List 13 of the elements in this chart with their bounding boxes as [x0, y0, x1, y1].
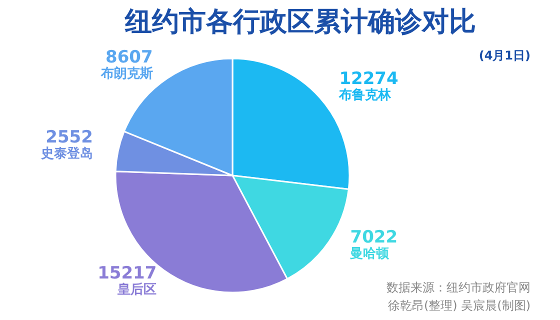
- slice-label: 布朗克斯: [100, 66, 153, 82]
- data-label: 15217: [98, 264, 157, 284]
- slice-label: 曼哈顿: [349, 246, 390, 262]
- text: 徐乾昂(整理) 吴宸晨(制图): [388, 298, 531, 312]
- chart-title: 纽约市各行政区累计确诊对比: [124, 6, 476, 38]
- data-label: 2552: [46, 128, 93, 148]
- data-label: 7022: [350, 227, 398, 248]
- source-note: 数据来源：纽约市政府官网: [386, 280, 530, 294]
- slice-label: 皇后区: [116, 282, 157, 298]
- text: (4月1日): [478, 48, 531, 62]
- slice-label: 史泰登岛: [40, 146, 93, 162]
- data-label: 12274: [339, 69, 399, 90]
- slice-label: 布鲁克林: [338, 87, 392, 104]
